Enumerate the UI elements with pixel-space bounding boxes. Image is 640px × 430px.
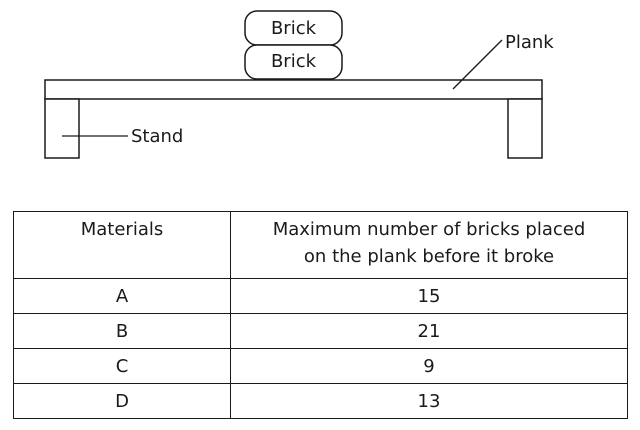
table-row: C 9 [13, 348, 628, 384]
plank-experiment-diagram: Brick Brick Plank Stand [44, 10, 554, 159]
bricks-cell: 15 [230, 278, 628, 314]
table-header-row: Materials Maximum number of bricks place… [13, 211, 628, 279]
stand-left [44, 98, 80, 159]
brick-bottom [244, 44, 343, 80]
stand-label: Stand [131, 126, 183, 147]
material-cell: A [13, 278, 231, 314]
material-cell: B [13, 313, 231, 349]
bricks-cell: 21 [230, 313, 628, 349]
plank-label: Plank [505, 32, 554, 53]
header-max-bricks-line1: Maximum number of bricks placed [272, 219, 586, 240]
material-cell: D [13, 383, 231, 419]
brick-top-label: Brick [271, 18, 317, 39]
brick-bottom-label: Brick [271, 51, 317, 72]
material-cell: C [13, 348, 231, 384]
stand-right [507, 98, 543, 159]
bricks-cell: 13 [230, 383, 628, 419]
plank-leader-line [452, 39, 503, 90]
header-max-bricks: Maximum number of bricks placed on the p… [230, 211, 628, 279]
table-row: D 13 [13, 383, 628, 419]
header-materials: Materials [13, 211, 231, 279]
table-row: A 15 [13, 278, 628, 314]
results-table: Materials Maximum number of bricks place… [13, 211, 628, 419]
bricks-cell: 9 [230, 348, 628, 384]
table-row: B 21 [13, 313, 628, 349]
plank [44, 79, 543, 100]
header-max-bricks-line2: on the plank before it broke [303, 246, 555, 267]
